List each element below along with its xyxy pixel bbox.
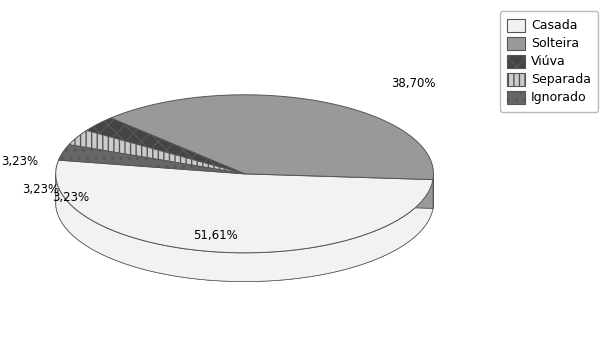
Polygon shape bbox=[56, 160, 433, 253]
Text: 38,70%: 38,70% bbox=[391, 77, 436, 90]
Polygon shape bbox=[59, 145, 245, 174]
Polygon shape bbox=[86, 118, 245, 174]
Polygon shape bbox=[245, 174, 433, 209]
Text: 3,23%: 3,23% bbox=[1, 155, 39, 168]
Polygon shape bbox=[111, 95, 433, 180]
Text: 51,61%: 51,61% bbox=[193, 230, 237, 243]
Polygon shape bbox=[245, 174, 433, 209]
Legend: Casada, Solteira, Viúva, Separada, Ignorado: Casada, Solteira, Viúva, Separada, Ignor… bbox=[500, 11, 599, 112]
Text: 3,23%: 3,23% bbox=[52, 191, 89, 204]
Polygon shape bbox=[69, 130, 245, 174]
Polygon shape bbox=[56, 174, 433, 282]
Text: 3,23%: 3,23% bbox=[22, 183, 59, 196]
Polygon shape bbox=[56, 177, 433, 282]
